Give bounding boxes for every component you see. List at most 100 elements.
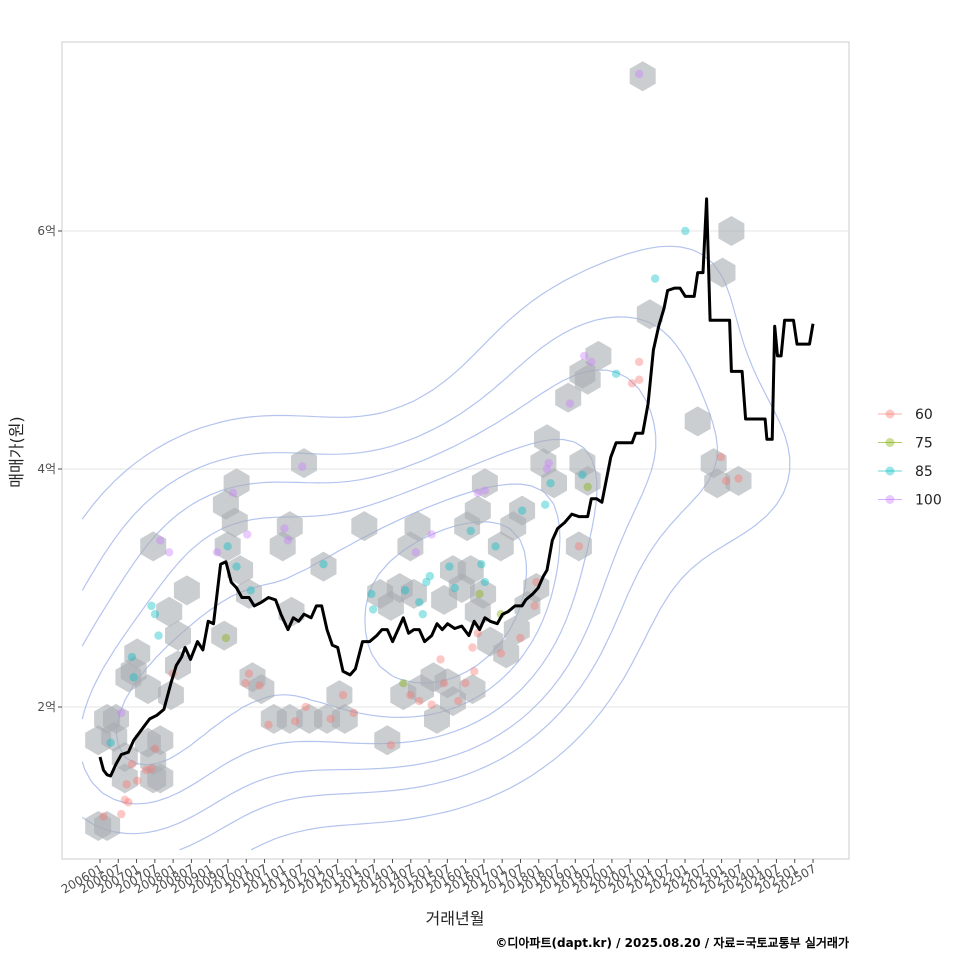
point-85 — [368, 605, 378, 614]
point-60 — [255, 681, 264, 690]
price-line — [98, 197, 815, 778]
hexbin-cell — [134, 674, 161, 705]
point-85 — [480, 577, 490, 587]
legend: 60 75 85 100 — [878, 407, 942, 509]
x-axis-title: 거래년월 — [426, 909, 485, 928]
hexbin-cell — [156, 596, 183, 627]
scatter-points — [99, 69, 743, 821]
point-60 — [244, 669, 254, 678]
point-100 — [473, 488, 482, 497]
point-85 — [491, 542, 500, 551]
hexbin-cell — [709, 257, 736, 288]
point-85 — [477, 560, 486, 569]
hexbin-cell — [470, 578, 497, 609]
hexbin-cell — [276, 511, 303, 542]
point-60 — [468, 643, 477, 652]
hexbin-cell — [464, 495, 491, 526]
hexbin-cell — [534, 424, 560, 455]
hexbin-cell — [124, 638, 151, 669]
hexbin-cell — [574, 364, 601, 395]
point-75 — [475, 589, 484, 599]
hexbin-cell — [725, 465, 752, 496]
hexbin-cell — [530, 448, 557, 479]
hexbin-cell — [374, 725, 401, 756]
hexbin-cell — [541, 468, 567, 499]
legend-label: 75 — [915, 436, 933, 452]
point-85 — [415, 598, 424, 607]
legend-label: 85 — [915, 464, 933, 480]
point-85 — [611, 369, 621, 378]
point-85 — [425, 571, 435, 581]
point-100 — [634, 69, 644, 79]
point-85 — [154, 631, 163, 640]
point-60 — [406, 690, 415, 700]
hexbin-cell — [400, 578, 427, 609]
point-60 — [301, 702, 310, 712]
point-100 — [297, 462, 307, 471]
hexbin-cell — [636, 299, 663, 330]
point-85 — [367, 589, 376, 599]
hexbin-cell — [555, 382, 582, 413]
hexbin-cell — [331, 703, 358, 734]
y-axis: 2억 4억 6억 — [37, 224, 62, 714]
point-100 — [580, 351, 589, 361]
point-85 — [540, 500, 550, 509]
point-60 — [264, 720, 273, 730]
point-60 — [124, 798, 133, 807]
point-60 — [470, 667, 479, 676]
point-85 — [223, 542, 232, 551]
point-85 — [246, 586, 255, 595]
point-60 — [716, 452, 725, 462]
point-100 — [411, 548, 420, 557]
point-60 — [436, 655, 445, 664]
point-60 — [473, 629, 482, 638]
point-100 — [283, 536, 293, 545]
point-85 — [106, 738, 115, 747]
y-tick-label: 4억 — [37, 462, 56, 476]
point-60 — [386, 740, 396, 750]
point-60 — [147, 764, 156, 774]
panel-border — [61, 41, 850, 860]
point-60 — [627, 379, 637, 388]
point-60 — [241, 679, 250, 688]
hexbin-cell — [471, 468, 498, 499]
y-axis-title: 매매가(원) — [7, 416, 26, 487]
point-85 — [546, 479, 555, 488]
point-60 — [141, 765, 151, 775]
point-60 — [427, 700, 436, 709]
point-85 — [319, 560, 328, 569]
legend-label: 60 — [915, 407, 933, 423]
point-60 — [150, 744, 160, 753]
point-60 — [496, 649, 506, 658]
point-85 — [681, 226, 690, 236]
point-60 — [133, 776, 142, 785]
point-60 — [454, 696, 463, 706]
hexbin-cell — [509, 495, 536, 526]
hexbin-cell — [457, 555, 484, 586]
point-100 — [542, 464, 552, 474]
median-price-line — [98, 197, 815, 778]
point-60 — [634, 357, 644, 367]
point-85 — [127, 652, 137, 662]
point-75 — [583, 482, 592, 492]
point-100 — [117, 708, 126, 718]
hexbin-cell — [565, 531, 592, 562]
point-100 — [427, 530, 436, 539]
hexbin-cell — [351, 511, 378, 542]
point-60 — [99, 812, 108, 821]
point-75 — [221, 633, 231, 643]
point-100 — [587, 357, 596, 367]
hexbin-cell — [684, 406, 711, 437]
hexbin-cell — [291, 448, 317, 479]
point-100 — [228, 488, 238, 497]
point-85 — [150, 609, 160, 619]
point-100 — [212, 548, 222, 557]
point-60 — [461, 679, 470, 688]
point-85 — [418, 609, 428, 619]
y-tick-label: 2억 — [37, 700, 56, 714]
plot-panel — [61, 41, 850, 860]
hexbin-cell — [487, 531, 514, 562]
point-100 — [280, 524, 289, 533]
point-60 — [122, 780, 131, 789]
point-60 — [634, 375, 644, 384]
